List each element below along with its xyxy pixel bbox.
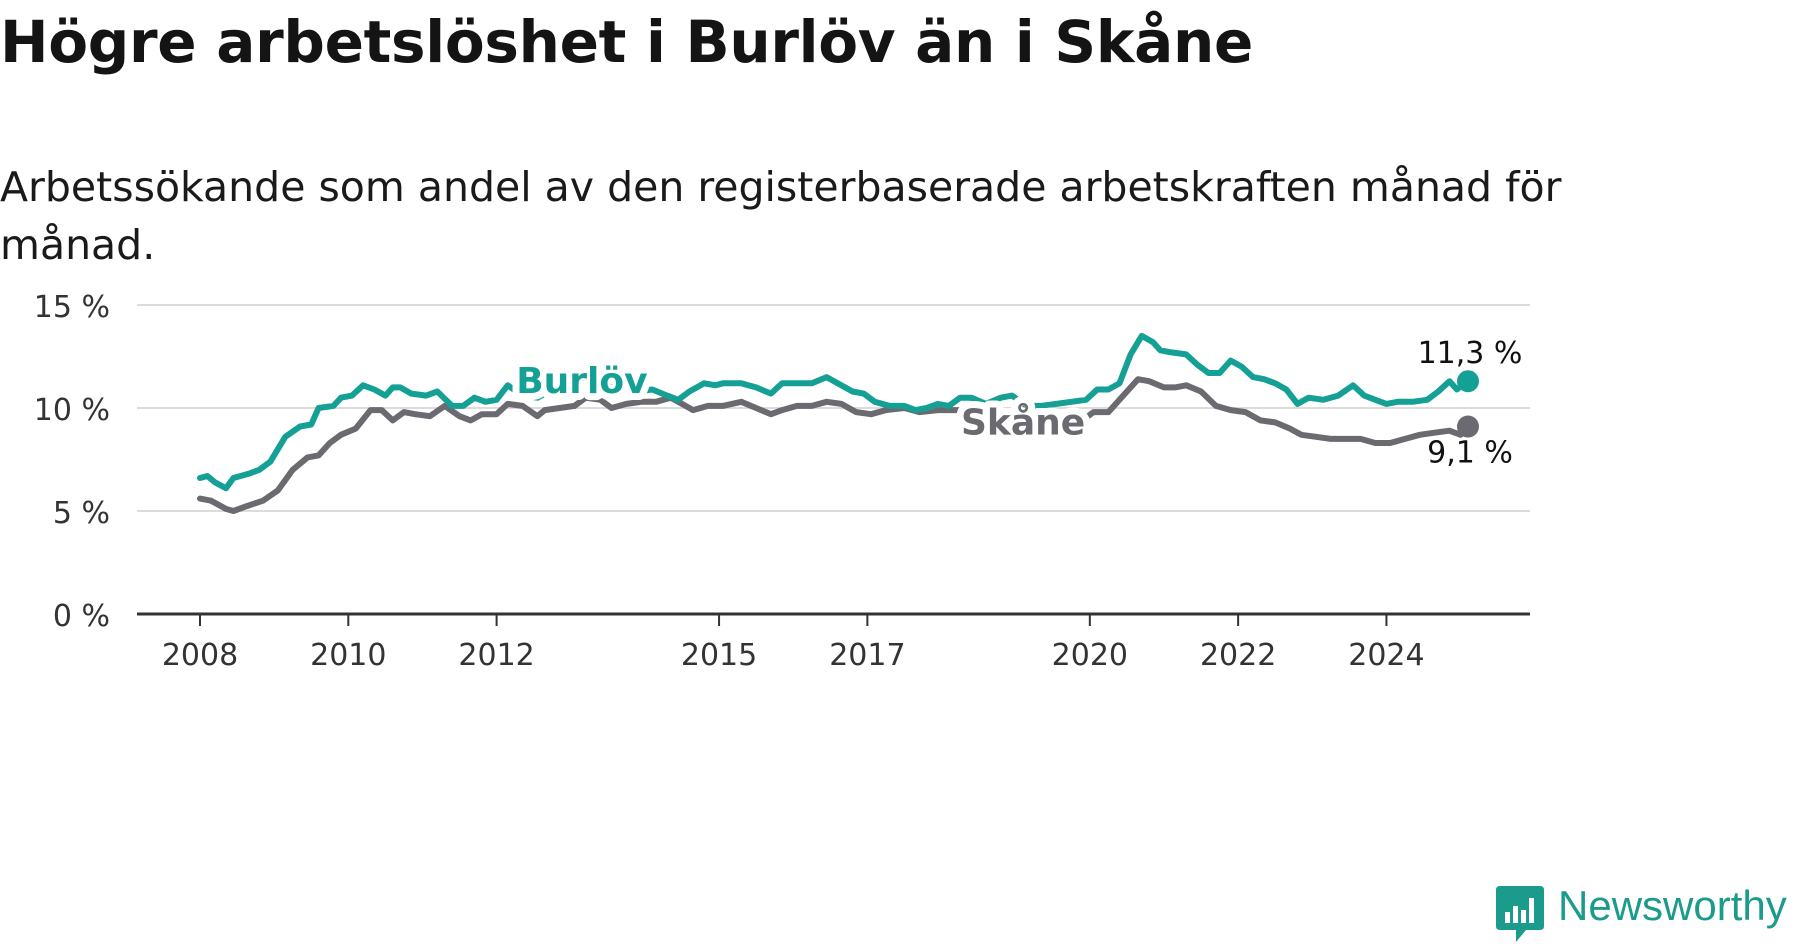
end-value-label-skåne: 9,1 % — [1427, 436, 1513, 471]
chart-subtitle: Arbetssökande som andel av den registerb… — [0, 163, 1562, 269]
x-tick-label: 2017 — [829, 638, 905, 673]
series-group — [197, 332, 1479, 514]
series-line-skåne — [197, 376, 1471, 514]
series-label-skåne: Skåne — [961, 402, 1085, 443]
chart-title: Högre arbetslöshet i Burlöv än i Skåne — [0, 8, 1253, 76]
series-line-burlöv — [197, 332, 1471, 492]
newsworthy-logo-text: Newsworthy — [1558, 882, 1787, 929]
x-tick-label: 2010 — [310, 638, 386, 673]
series-label-burlöv: Burlöv — [516, 361, 647, 402]
series-labels: Burlöv Skåne 11,3 % 9,1 % — [509, 336, 1523, 471]
gridlines — [137, 304, 1530, 512]
end-value-label-burlöv: 11,3 % — [1418, 336, 1523, 371]
x-tick-label: 2020 — [1052, 638, 1128, 673]
end-point-burlöv — [1457, 370, 1479, 393]
x-tick-label: 2022 — [1200, 638, 1276, 673]
y-tick-label: 15 % — [34, 290, 110, 325]
y-tick-label: 5 % — [53, 496, 110, 531]
end-point-skåne — [1457, 415, 1479, 438]
x-tick-label: 2015 — [681, 638, 757, 673]
x-tick-label: 2024 — [1348, 638, 1424, 673]
newsworthy-brand: Newsworthy — [1496, 880, 1796, 942]
y-tick-label: 0 % — [53, 599, 110, 634]
axes: 0 % 5 % 10 % 15 % 2008 2010 2012 2015 2017 2020 20… — [34, 290, 1530, 673]
y-tick-label: 10 % — [34, 393, 110, 428]
newsworthy-logo-icon — [1496, 886, 1544, 942]
x-tick-label: 2012 — [458, 638, 534, 673]
x-tick-label: 2008 — [162, 638, 238, 673]
